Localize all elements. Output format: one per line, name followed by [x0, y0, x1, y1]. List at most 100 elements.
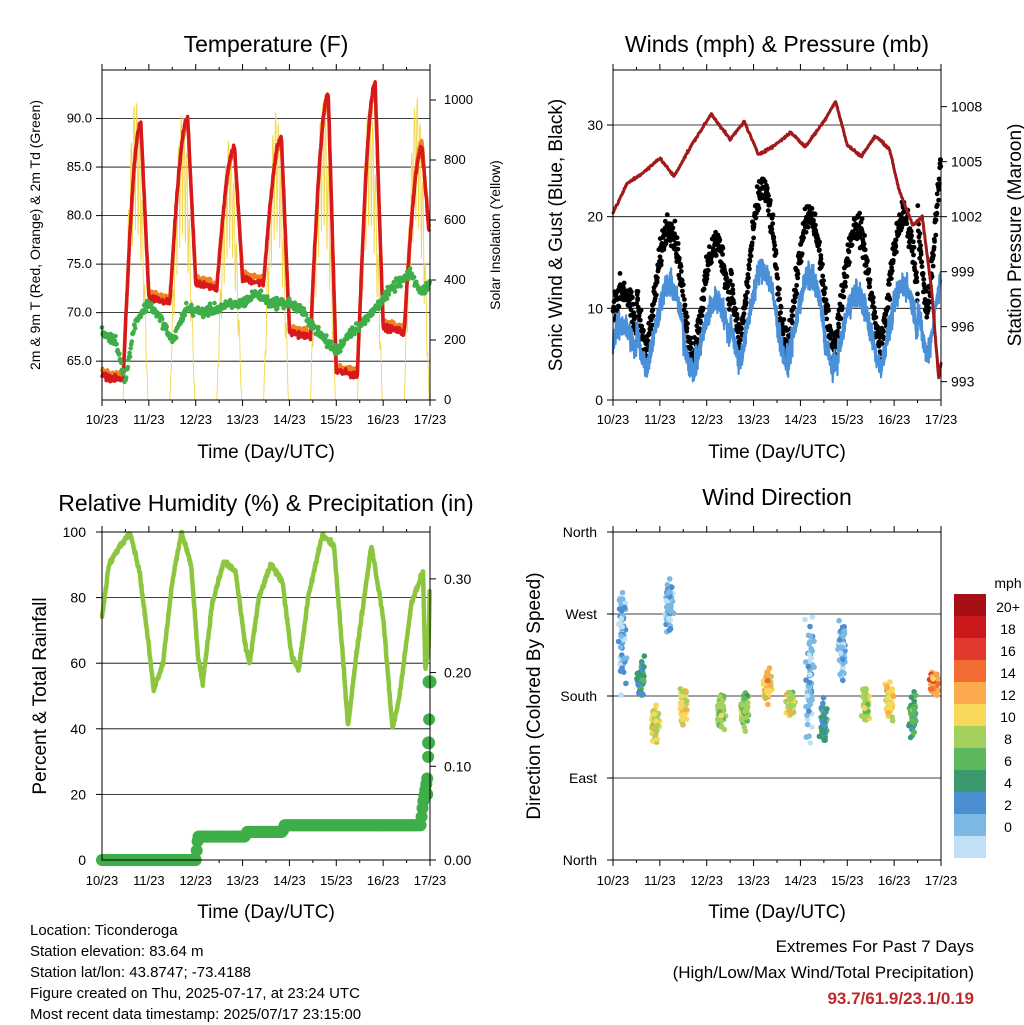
- gust-point: [773, 250, 779, 256]
- direction-point: [618, 615, 625, 622]
- colorbar-swatch: [954, 770, 986, 792]
- x-tick-label: 13/23: [226, 412, 259, 427]
- precip-point: [422, 750, 435, 763]
- gust-point: [919, 264, 925, 269]
- gust-point: [841, 294, 847, 300]
- dewpoint-point: [132, 326, 138, 331]
- dewpoint-point: [301, 306, 307, 312]
- direction-point: [739, 702, 746, 708]
- chart-title: Wind Direction: [702, 484, 852, 510]
- colorbar-swatch: [954, 638, 986, 660]
- direction-point: [840, 677, 846, 684]
- gust-point: [862, 233, 867, 238]
- gust-point: [904, 221, 910, 227]
- y-tick-label: 80: [70, 590, 86, 606]
- gust-point: [704, 272, 710, 278]
- gust-point: [675, 241, 681, 246]
- y-axis-label: Sonic Wind & Gust (Blue, Black): [546, 99, 567, 371]
- direction-point: [788, 696, 795, 702]
- direction-point: [806, 641, 813, 647]
- gust-point: [774, 266, 779, 271]
- direction-point: [928, 686, 935, 692]
- x-tick-label: 15/23: [320, 412, 353, 427]
- gust-point: [697, 326, 702, 332]
- colorbar-label: 8: [1004, 731, 1012, 747]
- direction-point: [863, 713, 869, 719]
- direction-point: [911, 710, 917, 716]
- direction-point: [665, 590, 671, 596]
- direction-point: [651, 711, 658, 717]
- direction-point: [839, 644, 845, 651]
- x-tick-label: 16/23: [367, 412, 400, 427]
- direction-point: [785, 689, 792, 696]
- gust-point: [836, 324, 842, 330]
- gust-point: [650, 313, 656, 319]
- precip-point: [421, 772, 434, 785]
- gust-point: [727, 302, 733, 307]
- dewpoint-point: [312, 324, 318, 329]
- x-tick-label: 11/23: [133, 873, 165, 888]
- y-tick-label: 60: [70, 655, 86, 671]
- direction-point: [669, 584, 675, 590]
- direction-point: [636, 690, 642, 696]
- direction-point: [678, 703, 684, 710]
- direction-point: [619, 665, 625, 671]
- gust-point: [867, 284, 873, 290]
- chart-panel-2: Winds (mph) & Pressure (mb) 10/23 11/23 12/…: [546, 31, 1024, 463]
- gust-point: [747, 258, 753, 264]
- y-axis-label: 2m & 9m T (Red, Orange) & 2m Td (Green): [27, 100, 43, 370]
- direction-point: [821, 729, 827, 735]
- gust-point: [818, 256, 824, 262]
- dewpoint-point: [338, 348, 343, 354]
- direction-point: [649, 738, 656, 744]
- colorbar-swatch: [954, 704, 986, 726]
- gust-point: [770, 212, 776, 218]
- direction-point: [861, 689, 868, 695]
- x-tick-label: 17/23: [925, 412, 958, 427]
- gust-point: [616, 304, 622, 310]
- gust-point: [871, 305, 877, 310]
- x-tick-label: 11/23: [133, 412, 165, 427]
- direction-point: [836, 637, 843, 643]
- gust-point: [676, 255, 682, 261]
- gust-point: [684, 325, 690, 331]
- gust-point: [881, 329, 886, 334]
- precip-point: [422, 736, 436, 750]
- dewpoint-point: [173, 335, 179, 341]
- dewpoint-series: [99, 266, 433, 385]
- x-tick-label: 12/23: [690, 873, 723, 888]
- y-tick-label: 40: [70, 721, 86, 737]
- gust-point: [879, 341, 885, 346]
- gust-point: [749, 246, 754, 252]
- y-tick-label: 10: [587, 300, 603, 316]
- gust-point: [749, 240, 755, 246]
- x-tick-label: 17/23: [925, 873, 958, 888]
- gust-point: [748, 253, 754, 259]
- dewpoint-point: [207, 301, 213, 307]
- gust-point: [926, 305, 932, 311]
- colorbar-label: 6: [1004, 753, 1012, 769]
- direction-point: [837, 650, 844, 656]
- dewpoint-point: [411, 274, 417, 280]
- x-tick-label: 10/23: [597, 412, 630, 427]
- direction-point: [911, 705, 918, 712]
- x-tick-label: 16/23: [878, 873, 911, 888]
- gust-point: [931, 253, 936, 258]
- gust-point: [766, 193, 771, 199]
- colorbar-label: 10: [1000, 709, 1016, 725]
- gust-point: [936, 197, 941, 203]
- x-axis-label: Time (Day/UTC): [197, 902, 335, 923]
- dewpoint-point: [159, 316, 165, 322]
- dewpoint-point: [114, 341, 119, 347]
- colorbar-label: 0: [1004, 819, 1012, 835]
- direction-point: [744, 700, 751, 706]
- gust-point: [795, 275, 801, 281]
- gust-point: [812, 211, 818, 217]
- dewpoint-point: [129, 339, 135, 344]
- gust-point: [875, 324, 880, 330]
- gust-point: [801, 235, 806, 241]
- gust-point: [720, 252, 725, 257]
- gust-point: [746, 275, 751, 281]
- direction-point: [840, 660, 846, 667]
- direction-point: [935, 681, 941, 687]
